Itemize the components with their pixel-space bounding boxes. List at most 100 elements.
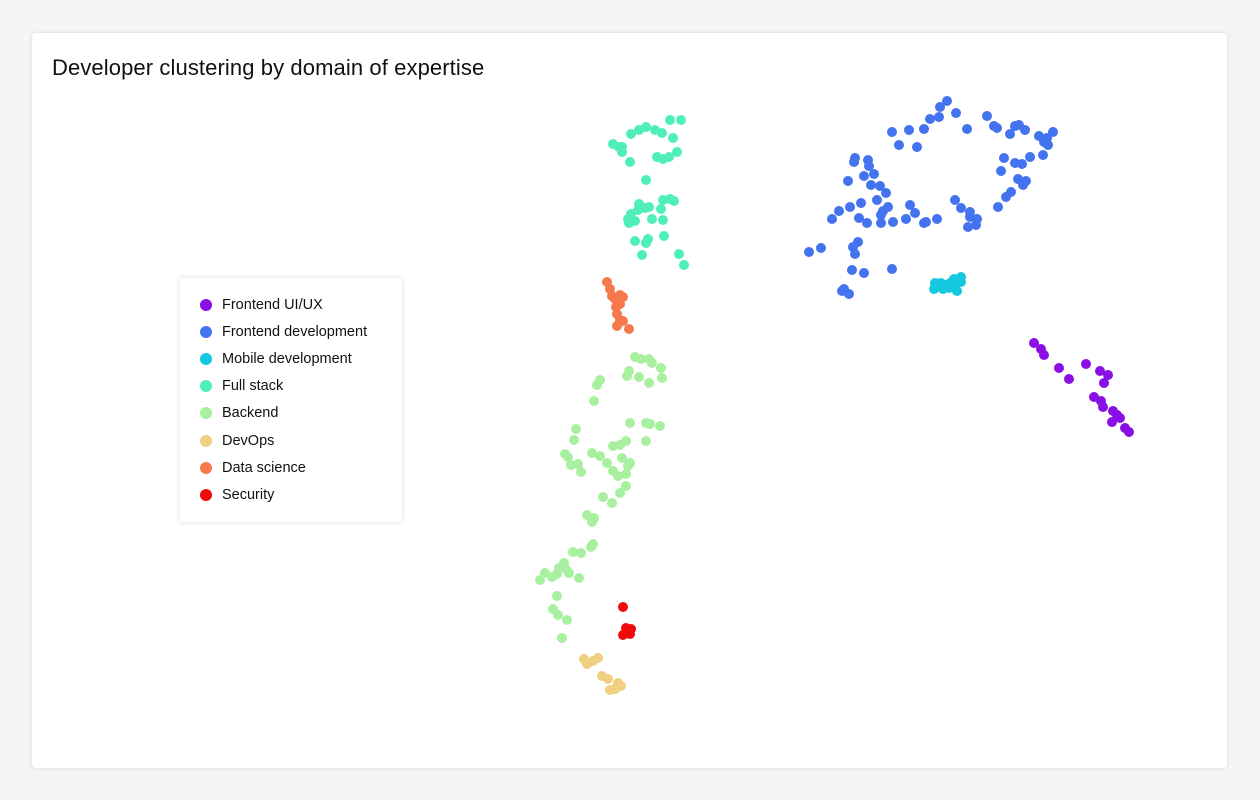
data-point[interactable]: [676, 115, 686, 125]
data-point[interactable]: [595, 451, 605, 461]
data-point[interactable]: [587, 448, 597, 458]
data-point[interactable]: [934, 112, 944, 122]
data-point[interactable]: [593, 653, 603, 663]
data-point[interactable]: [1098, 402, 1108, 412]
data-point[interactable]: [552, 591, 562, 601]
data-point[interactable]: [1054, 363, 1064, 373]
data-point[interactable]: [872, 195, 882, 205]
data-point[interactable]: [605, 685, 615, 695]
data-point[interactable]: [919, 218, 929, 228]
data-point[interactable]: [992, 123, 1002, 133]
data-point[interactable]: [1029, 338, 1039, 348]
data-point[interactable]: [910, 208, 920, 218]
data-point[interactable]: [1020, 125, 1030, 135]
data-point[interactable]: [901, 214, 911, 224]
data-point[interactable]: [887, 127, 897, 137]
data-point[interactable]: [869, 169, 879, 179]
data-point[interactable]: [925, 114, 935, 124]
data-point[interactable]: [1099, 378, 1109, 388]
data-point[interactable]: [612, 321, 622, 331]
data-point[interactable]: [630, 236, 640, 246]
data-point[interactable]: [834, 206, 844, 216]
data-point[interactable]: [613, 471, 623, 481]
data-point[interactable]: [645, 419, 655, 429]
data-point[interactable]: [644, 378, 654, 388]
data-point[interactable]: [615, 488, 625, 498]
data-point[interactable]: [621, 469, 631, 479]
data-point[interactable]: [636, 354, 646, 364]
data-point[interactable]: [641, 175, 651, 185]
data-point[interactable]: [624, 324, 634, 334]
data-point[interactable]: [608, 441, 618, 451]
data-point[interactable]: [847, 265, 857, 275]
data-point[interactable]: [919, 124, 929, 134]
legend-item[interactable]: Full stack: [200, 373, 402, 400]
data-point[interactable]: [568, 547, 578, 557]
data-point[interactable]: [993, 202, 1003, 212]
data-point[interactable]: [658, 215, 668, 225]
data-point[interactable]: [657, 373, 667, 383]
data-point[interactable]: [625, 157, 635, 167]
data-point[interactable]: [1107, 417, 1117, 427]
data-point[interactable]: [963, 222, 973, 232]
data-point[interactable]: [1010, 158, 1020, 168]
legend-item[interactable]: Security: [200, 481, 402, 508]
data-point[interactable]: [962, 124, 972, 134]
data-point[interactable]: [816, 243, 826, 253]
data-point[interactable]: [1021, 176, 1031, 186]
data-point[interactable]: [625, 458, 635, 468]
data-point[interactable]: [971, 220, 981, 230]
data-point[interactable]: [951, 108, 961, 118]
data-point[interactable]: [573, 459, 583, 469]
data-point[interactable]: [827, 214, 837, 224]
data-point[interactable]: [535, 575, 545, 585]
data-point[interactable]: [668, 133, 678, 143]
data-point[interactable]: [1005, 129, 1015, 139]
data-point[interactable]: [950, 195, 960, 205]
data-point[interactable]: [603, 674, 613, 684]
data-point[interactable]: [849, 157, 859, 167]
data-point[interactable]: [859, 171, 869, 181]
data-point[interactable]: [562, 615, 572, 625]
data-point[interactable]: [905, 200, 915, 210]
data-point[interactable]: [672, 147, 682, 157]
data-point[interactable]: [617, 453, 627, 463]
data-point[interactable]: [956, 203, 966, 213]
data-point[interactable]: [641, 122, 651, 132]
data-point[interactable]: [564, 568, 574, 578]
data-point[interactable]: [655, 421, 665, 431]
data-point[interactable]: [607, 498, 617, 508]
data-point[interactable]: [626, 129, 636, 139]
legend-item[interactable]: DevOps: [200, 427, 402, 454]
data-point[interactable]: [674, 249, 684, 259]
data-point[interactable]: [630, 216, 640, 226]
data-point[interactable]: [888, 217, 898, 227]
data-point[interactable]: [876, 218, 886, 228]
data-point[interactable]: [634, 372, 644, 382]
data-point[interactable]: [1115, 413, 1125, 423]
data-point[interactable]: [652, 152, 662, 162]
data-point[interactable]: [843, 176, 853, 186]
data-point[interactable]: [942, 96, 952, 106]
data-point[interactable]: [952, 286, 962, 296]
data-point[interactable]: [647, 214, 657, 224]
legend-item[interactable]: Backend: [200, 400, 402, 427]
data-point[interactable]: [656, 363, 666, 373]
data-point[interactable]: [912, 142, 922, 152]
data-point[interactable]: [576, 467, 586, 477]
data-point[interactable]: [665, 115, 675, 125]
data-point[interactable]: [1025, 152, 1035, 162]
data-point[interactable]: [845, 202, 855, 212]
data-point[interactable]: [1081, 359, 1091, 369]
data-point[interactable]: [850, 249, 860, 259]
data-point[interactable]: [856, 198, 866, 208]
data-point[interactable]: [1095, 366, 1105, 376]
data-point[interactable]: [574, 573, 584, 583]
data-point[interactable]: [1048, 127, 1058, 137]
data-point[interactable]: [864, 161, 874, 171]
data-point[interactable]: [656, 204, 666, 214]
data-point[interactable]: [1064, 374, 1074, 384]
data-point[interactable]: [625, 418, 635, 428]
data-point[interactable]: [586, 542, 596, 552]
data-point[interactable]: [659, 231, 669, 241]
